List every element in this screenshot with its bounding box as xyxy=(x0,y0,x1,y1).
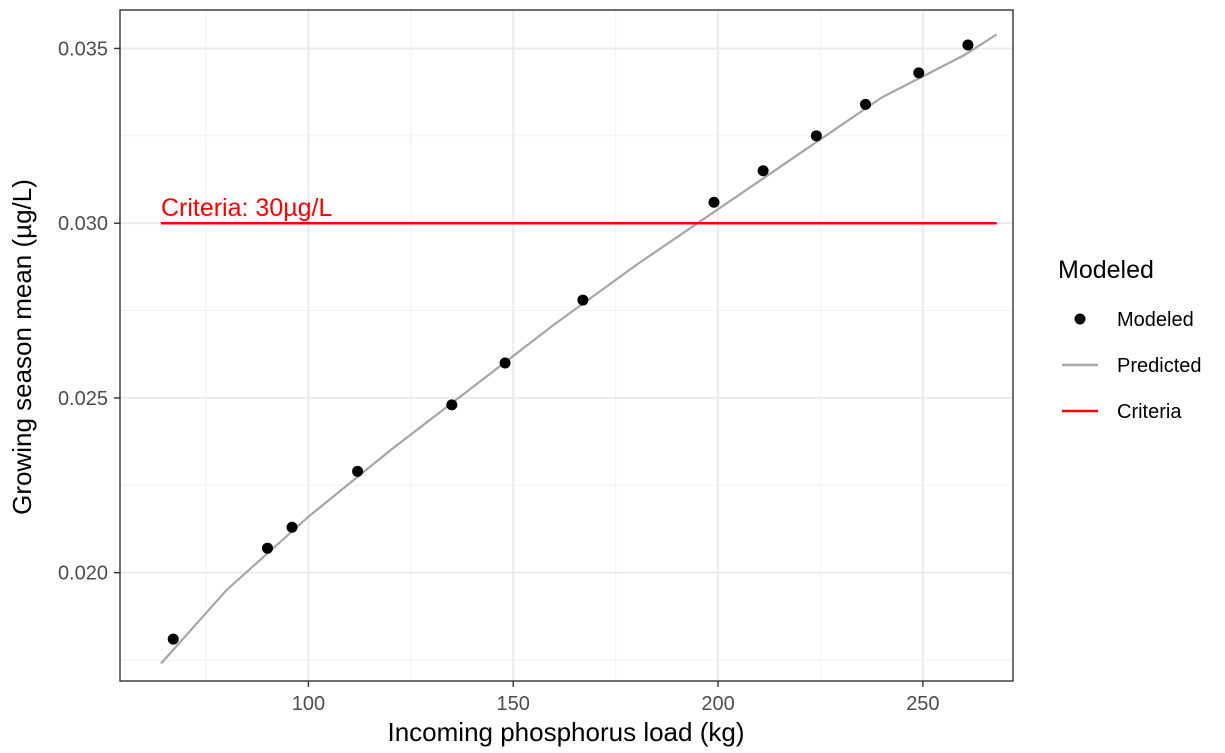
data-point xyxy=(757,165,769,177)
grid-lines xyxy=(120,10,1013,681)
data-point xyxy=(913,67,925,79)
y-tick-label: 0.035 xyxy=(58,38,108,60)
plot-panel xyxy=(120,10,1013,681)
x-tick-label: 250 xyxy=(906,693,939,715)
legend-label: Criteria xyxy=(1117,401,1182,423)
panel-background xyxy=(120,10,1013,681)
legend-label: Predicted xyxy=(1117,355,1202,377)
y-tick-label: 0.020 xyxy=(58,563,108,585)
legend-label: Modeled xyxy=(1117,309,1194,331)
data-layer xyxy=(119,9,1014,682)
data-point xyxy=(446,399,458,411)
legend-entries: Modeled Predicted Criteria xyxy=(1062,309,1202,423)
data-point xyxy=(577,294,589,306)
data-point xyxy=(352,465,364,477)
criteria-annotation: Criteria: 30µg/L xyxy=(161,194,333,222)
data-point xyxy=(810,130,822,142)
panel-border xyxy=(119,9,1014,682)
data-point xyxy=(962,39,974,51)
data-point xyxy=(286,521,298,533)
x-tick-label: 150 xyxy=(497,693,530,715)
legend: Modeled Modeled Predicted Criteria xyxy=(1058,256,1202,423)
data-point xyxy=(167,633,179,645)
y-tick-label: 0.030 xyxy=(58,213,108,235)
data-point xyxy=(499,357,511,369)
x-axis: 100 150 200 250 xyxy=(292,681,940,715)
data-point xyxy=(261,542,273,554)
y-axis-title: Growing season mean (µg/L) xyxy=(7,179,37,515)
y-axis: 0.020 0.025 0.030 0.035 xyxy=(58,38,120,585)
data-point xyxy=(860,98,872,110)
x-tick-label: 200 xyxy=(701,693,734,715)
legend-key-point xyxy=(1074,313,1086,325)
x-tick-label: 100 xyxy=(292,693,325,715)
x-axis-title: Incoming phosphorus load (kg) xyxy=(388,717,745,747)
y-tick-label: 0.025 xyxy=(58,388,108,410)
legend-title: Modeled xyxy=(1058,256,1154,284)
data-point xyxy=(708,196,720,208)
